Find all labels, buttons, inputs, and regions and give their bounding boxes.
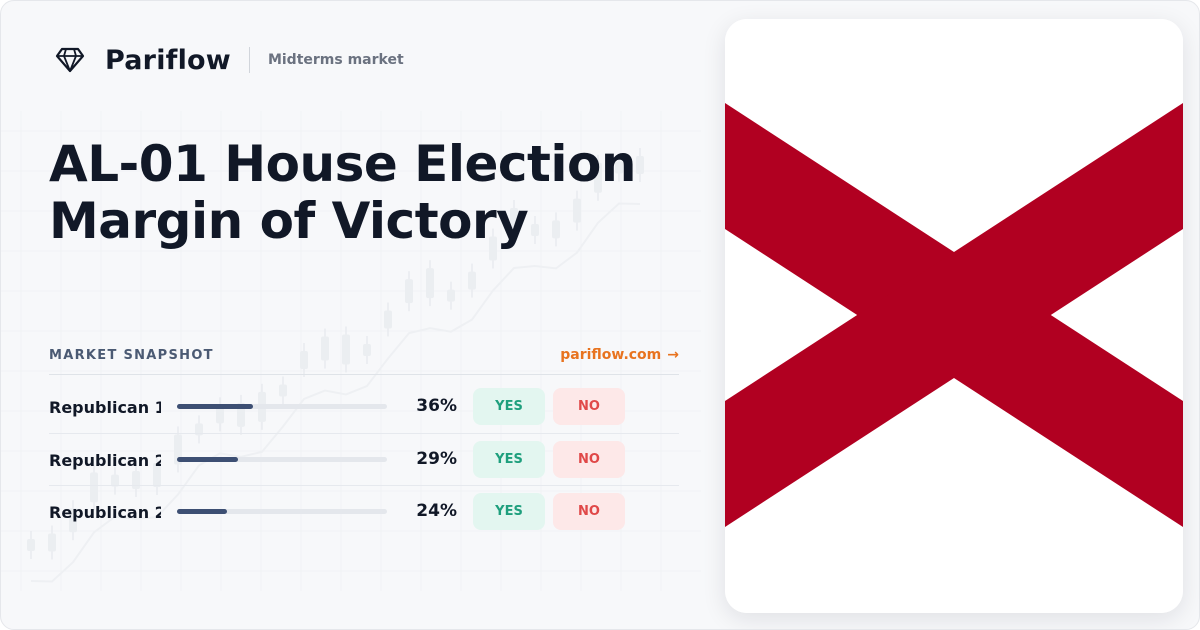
bg-candle xyxy=(216,405,224,424)
bg-candle xyxy=(363,344,371,357)
no-button[interactable]: NO xyxy=(553,388,625,425)
outcome-label: Republican 20 xyxy=(49,503,161,522)
yes-button[interactable]: YES xyxy=(473,441,545,478)
probability-bar-fill xyxy=(177,457,238,462)
bg-candle xyxy=(489,236,497,261)
market-row: Republican 10 36% YES NO xyxy=(49,381,679,433)
bg-candle xyxy=(531,224,539,237)
snapshot-divider xyxy=(49,374,679,375)
probability-bar xyxy=(177,404,387,409)
yes-button[interactable]: YES xyxy=(473,388,545,425)
bg-candle xyxy=(90,472,98,503)
probability-bar-fill xyxy=(177,509,228,514)
bg-candle xyxy=(69,508,77,533)
flag-saltire-bar xyxy=(725,103,1183,527)
page-title-line-2: Margin of Victory xyxy=(49,192,529,250)
market-row: Republican 25 29% YES NO xyxy=(49,433,679,485)
bg-candle xyxy=(48,533,56,552)
brand-name: Pariflow xyxy=(105,44,231,76)
market-image-card xyxy=(725,19,1183,613)
site-link[interactable]: pariflow.com → xyxy=(560,347,679,363)
page-title: AL-01 House Election Margin of Victory xyxy=(49,136,689,250)
bg-candle xyxy=(300,350,308,369)
bg-candle xyxy=(552,220,560,239)
probability-bar xyxy=(177,509,387,514)
arrow-right-icon: → xyxy=(667,347,679,363)
outcome-label: Republican 25 xyxy=(49,451,161,470)
snapshot-label: MARKET SNAPSHOT xyxy=(49,348,214,363)
outcome-percent: 36% xyxy=(416,396,457,416)
outcome-label: Republican 10 xyxy=(49,398,161,417)
bg-candle xyxy=(468,271,476,290)
brand-divider xyxy=(248,47,250,73)
brand-header: Pariflow Midterms market xyxy=(53,43,404,77)
bg-candle xyxy=(279,384,287,397)
outcome-percent: 29% xyxy=(416,449,457,469)
no-button[interactable]: NO xyxy=(553,493,625,530)
bg-candle xyxy=(510,208,518,239)
bg-candle xyxy=(573,198,581,223)
bg-candle xyxy=(174,434,182,465)
bg-candle xyxy=(321,336,329,361)
bg-candle xyxy=(615,161,623,174)
bg-candle xyxy=(153,462,161,487)
probability-bar-fill xyxy=(177,404,253,409)
site-link-text: pariflow.com xyxy=(560,347,662,363)
page-title-line-1: AL-01 House Election xyxy=(49,135,637,193)
bg-candle xyxy=(447,289,455,302)
bg-candle xyxy=(27,539,35,551)
brand-tagline: Midterms market xyxy=(267,52,404,68)
bg-candle xyxy=(111,474,119,487)
snapshot-header: MARKET SNAPSHOT pariflow.com → xyxy=(49,346,679,366)
bg-candle xyxy=(426,268,434,299)
bg-candle xyxy=(636,156,644,175)
market-row: Republican 20 24% YES NO xyxy=(49,485,679,537)
bg-trend-line xyxy=(30,202,641,583)
bg-candle xyxy=(384,310,392,329)
bg-candle xyxy=(132,471,140,490)
bg-candle xyxy=(342,334,350,365)
probability-bar xyxy=(177,457,387,462)
alabama-flag xyxy=(725,19,1183,613)
bg-candle xyxy=(195,423,203,436)
bg-candle xyxy=(594,162,602,193)
market-rows: Republican 10 36% YES NO Republican 25 2… xyxy=(49,381,679,537)
outcome-percent: 24% xyxy=(416,501,457,521)
bg-candle xyxy=(405,279,413,304)
yes-button[interactable]: YES xyxy=(473,493,545,530)
diamond-icon xyxy=(53,43,87,77)
no-button[interactable]: NO xyxy=(553,441,625,478)
